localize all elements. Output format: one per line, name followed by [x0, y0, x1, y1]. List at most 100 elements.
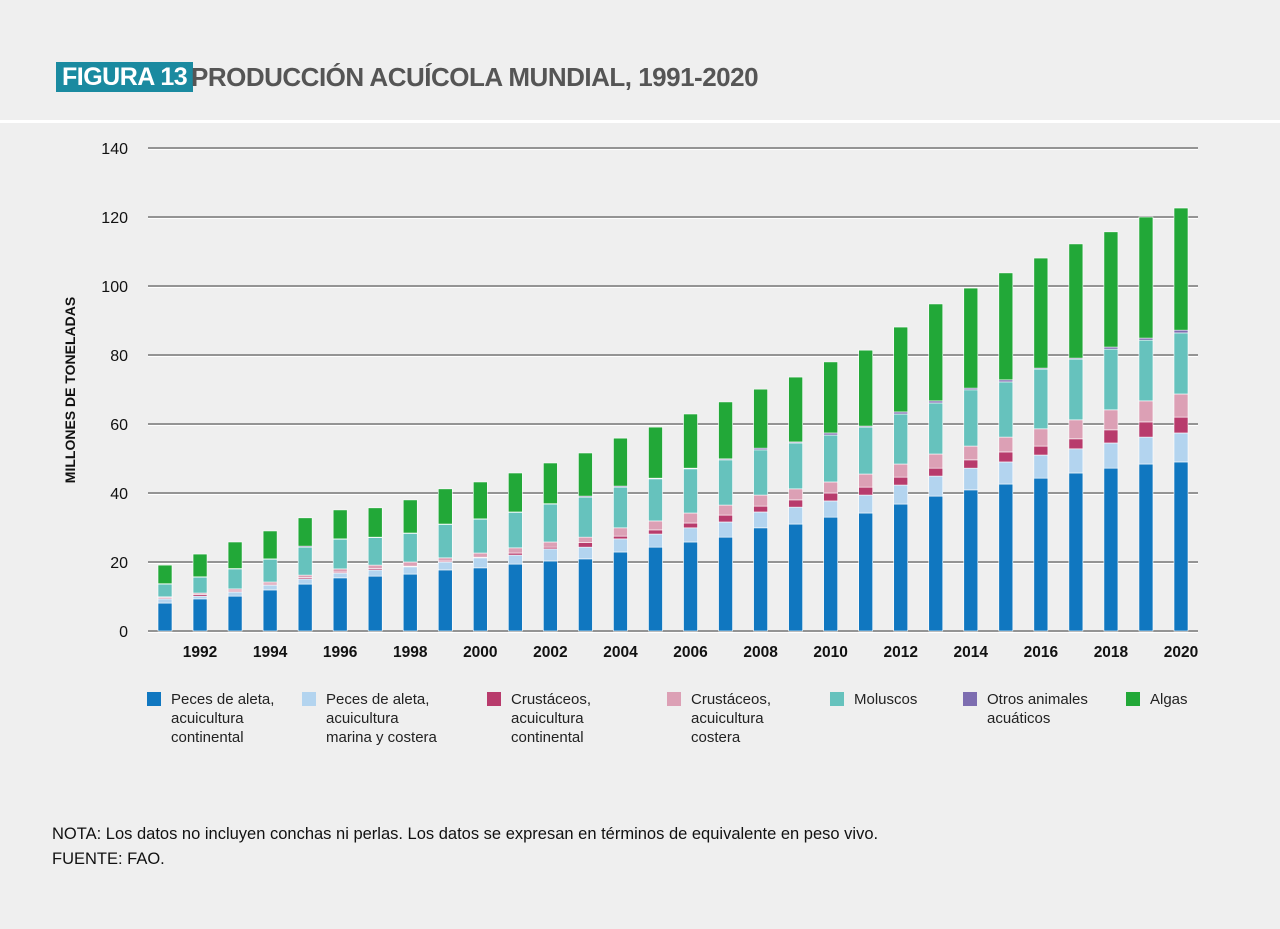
bar-segment-3-2014 — [963, 445, 979, 461]
bar-segment-1-2019 — [1138, 436, 1154, 465]
bar-segment-6-2004 — [613, 437, 628, 487]
bar-stack-2001 — [508, 472, 523, 632]
bar-segment-2-2007 — [718, 514, 733, 523]
bar-segment-6-2003 — [578, 452, 593, 497]
bar-segment-6-2015 — [998, 272, 1014, 381]
legend-label-line: Crustáceos, — [511, 691, 592, 708]
y-tick-label: 20 — [110, 555, 128, 572]
bar-segment-4-1991 — [157, 583, 173, 598]
bar-segment-4-2016 — [1033, 368, 1049, 430]
legend-label-line: marina y costera — [326, 729, 437, 746]
bar-segment-1-1994 — [262, 584, 278, 591]
bar-segment-1-2013 — [928, 475, 944, 497]
y-tick-label: 80 — [110, 348, 128, 365]
legend-label: Crustáceos, acuicultura costera — [691, 690, 771, 747]
bar-stack-2018 — [1103, 231, 1119, 632]
bar-segment-1-2010 — [823, 500, 838, 518]
y-tick-label: 120 — [101, 210, 128, 227]
y-tick-label: 0 — [119, 624, 128, 641]
bar-segment-3-1995 — [297, 574, 313, 578]
bar-segment-0-1995 — [297, 583, 313, 632]
x-tick-label: 2002 — [533, 644, 567, 661]
bar-segment-3-1993 — [227, 588, 243, 592]
bar-stack-2000 — [473, 481, 488, 632]
legend-label-line: costera — [691, 729, 741, 746]
bar-segment-4-2010 — [823, 434, 838, 483]
bar-segment-4-2015 — [998, 381, 1014, 438]
x-tick-label: 1994 — [253, 644, 288, 661]
bar-segment-1-1993 — [227, 591, 243, 597]
bar-segment-4-2012 — [893, 413, 909, 465]
bar-segment-6-1991 — [157, 564, 173, 585]
bar-segment-4-2019 — [1138, 339, 1154, 402]
bar-segment-2-2008 — [753, 505, 768, 513]
bar-stack-2020 — [1173, 207, 1189, 632]
bar-segment-5-2018 — [1103, 346, 1119, 350]
bar-segment-4-1992 — [192, 576, 208, 594]
bar-segment-0-2001 — [508, 563, 523, 632]
bar-segment-1-2012 — [893, 484, 909, 505]
bar-segment-4-1998 — [402, 533, 418, 563]
bar-segment-0-2019 — [1138, 463, 1154, 632]
bar-segment-4-2017 — [1068, 358, 1084, 421]
x-tick-label: 2006 — [673, 644, 708, 661]
bar-segment-2-2010 — [823, 492, 838, 502]
x-tick-label: 2018 — [1094, 644, 1129, 661]
bar-segment-4-2005 — [648, 478, 663, 522]
bar-segment-4-2009 — [788, 442, 803, 490]
x-tick-label: 2020 — [1164, 644, 1198, 661]
y-tick-label: 40 — [110, 486, 128, 503]
bar-segment-5-2012 — [893, 411, 909, 415]
bar-segment-1-2018 — [1103, 442, 1119, 469]
bar-segment-0-2011 — [858, 512, 873, 632]
legend-item: Crustáceos, acuicultura continental — [487, 690, 591, 747]
bar-segment-3-2001 — [508, 547, 523, 554]
bar-segment-0-2020 — [1173, 461, 1189, 632]
bar-segment-2-2020 — [1173, 416, 1189, 434]
bar-segment-0-2002 — [543, 560, 558, 632]
legend-swatch — [302, 692, 316, 706]
bar-segment-4-1993 — [227, 568, 243, 590]
bar-segment-3-2009 — [788, 488, 803, 501]
bar-segment-2-2005 — [648, 529, 663, 535]
bar-stack-2011 — [858, 349, 873, 632]
bar-segment-6-2005 — [648, 426, 663, 479]
x-tick-label: 2012 — [883, 644, 917, 661]
bar-segment-0-2016 — [1033, 477, 1049, 632]
bar-segment-1-2003 — [578, 546, 593, 560]
chart-title: PRODUCCIÓN ACUÍCOLA MUNDIAL, 1991-2020 — [191, 62, 759, 92]
bar-segment-0-2009 — [788, 523, 803, 632]
bar-stack-2013 — [928, 303, 944, 632]
bar-segment-1-1998 — [402, 566, 418, 575]
legend-label-line: Algas — [1150, 691, 1188, 708]
legend-label: Crustáceos, acuicultura continental — [511, 690, 591, 747]
bar-stack-2004 — [613, 437, 628, 632]
bar-segment-3-2017 — [1068, 419, 1084, 440]
bar-segment-5-2013 — [928, 400, 944, 404]
bar-segment-1-2014 — [963, 467, 979, 491]
bar-stack-1996 — [332, 509, 348, 632]
source-text: FUENTE: FAO. — [52, 850, 165, 868]
bar-segment-0-2014 — [963, 489, 979, 632]
bar-stack-2006 — [683, 413, 698, 632]
y-axis-label: MILLONES DE TONELADAS — [62, 297, 78, 483]
bar-segment-0-2005 — [648, 546, 663, 632]
legend-item: Otros animales acuáticos — [963, 690, 1088, 728]
bar-segment-1-2008 — [753, 511, 768, 529]
bar-stack-2015 — [998, 272, 1014, 632]
bar-segment-4-2020 — [1173, 332, 1189, 395]
legend-item: Moluscos — [830, 690, 917, 709]
bar-segment-1-1992 — [192, 595, 208, 600]
legend-label: Algas — [1150, 690, 1188, 709]
bar-stack-1994 — [262, 530, 278, 632]
bar-segment-4-2007 — [718, 459, 733, 506]
bar-segment-2-2004 — [613, 535, 628, 540]
bar-segment-4-1996 — [332, 538, 348, 570]
bar-segment-6-2006 — [683, 413, 698, 469]
bar-segment-6-2002 — [543, 462, 558, 504]
bar-segment-6-1998 — [402, 499, 418, 534]
bar-segment-4-2000 — [473, 518, 488, 554]
bar-segment-2-2011 — [858, 486, 873, 496]
legend-swatch — [487, 692, 501, 706]
bar-segment-6-2008 — [753, 388, 768, 449]
